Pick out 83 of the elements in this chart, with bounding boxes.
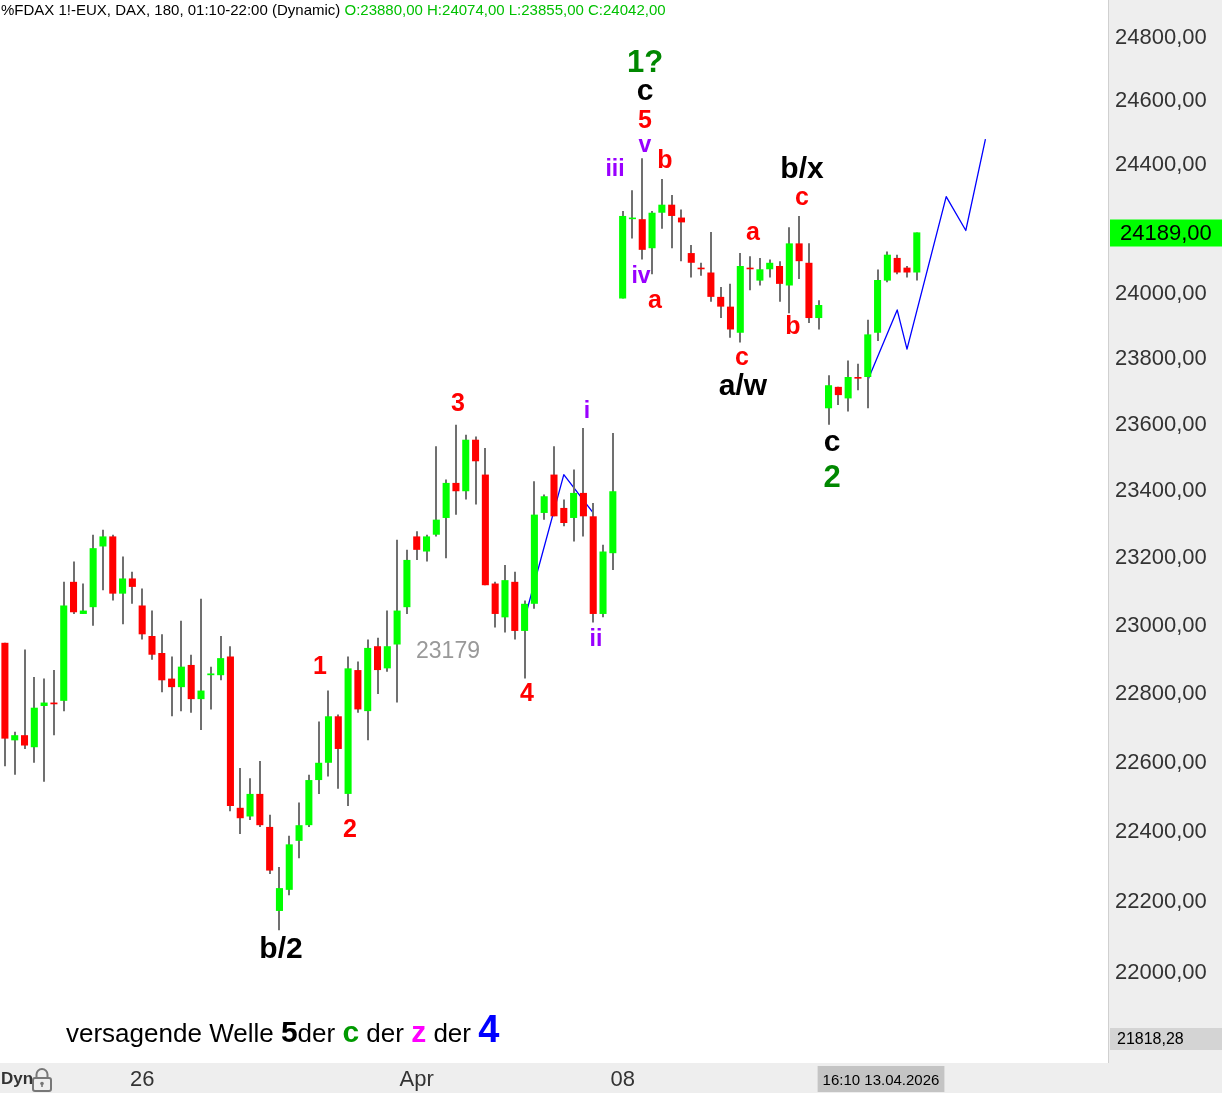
text: 16:10 13.04.2026 — [822, 1071, 940, 1089]
candlestick — [20, 648, 29, 750]
annotation: b — [785, 310, 801, 339]
y-tick-label: 22000,00 — [1115, 958, 1207, 984]
annotation: iii — [605, 155, 625, 182]
annotation: c — [735, 341, 750, 370]
candlestick — [99, 528, 107, 592]
candlestick — [579, 427, 587, 538]
candlestick — [717, 286, 725, 320]
candlestick — [560, 498, 568, 528]
x-tick-label: Apr — [399, 1066, 434, 1092]
candlestick — [275, 866, 283, 932]
y-tick-label: 23200,00 — [1115, 544, 1207, 570]
candlestick — [148, 609, 156, 661]
annotation: b — [657, 144, 673, 173]
candlestick — [236, 766, 244, 835]
candlestick — [452, 423, 460, 516]
candlestick — [795, 214, 803, 280]
annotation: ii — [589, 625, 603, 652]
y-tick-label: 22800,00 — [1115, 680, 1207, 706]
candlestick — [815, 299, 823, 331]
candlestick — [11, 730, 19, 776]
y-tick-label: 24000,00 — [1115, 279, 1207, 305]
y-tick-label: 22200,00 — [1115, 888, 1207, 914]
candlestick — [668, 194, 676, 250]
y-tick-label: 22600,00 — [1115, 748, 1207, 774]
candlestick — [540, 493, 548, 521]
text: 21818,28 — [1117, 1030, 1184, 1048]
candlestick — [197, 597, 205, 732]
text: 24189,00 — [1120, 220, 1212, 246]
annotation: 2 — [823, 458, 841, 494]
chart-title: %FDAX 1!-EUX, DAX, 180, 01:10-22:00 (Dynamic) — [1, 1, 341, 19]
candlestick — [383, 609, 391, 673]
candlestick — [432, 445, 440, 538]
candlestick — [246, 777, 254, 821]
candlestick — [658, 178, 666, 230]
annotation: 23179 — [416, 637, 480, 664]
candlestick — [207, 665, 215, 711]
annotation: a/w — [718, 368, 768, 402]
annotation: a — [746, 216, 762, 245]
y-tick-label: 23000,00 — [1115, 611, 1207, 637]
candlestick — [893, 253, 901, 276]
y-tick-label: 24800,00 — [1115, 23, 1207, 49]
candlestick — [756, 256, 764, 287]
y-tick-label: 24400,00 — [1115, 150, 1207, 176]
candlestick — [423, 533, 431, 563]
annotation: 3 — [451, 387, 465, 416]
annotation: 1 — [313, 650, 328, 679]
candlestick — [128, 570, 136, 605]
chart-subtitle: O:23880,00 H:24074,00 L:23855,00 C:24042,00 — [344, 1, 666, 19]
candlestick — [854, 362, 862, 392]
annotation: b/2 — [259, 931, 303, 965]
text: versagende Welle 5der c der z der 4 — [66, 1008, 500, 1050]
candlestick — [373, 636, 382, 695]
annotation: a — [648, 284, 664, 313]
x-tick-label: 08 — [610, 1066, 635, 1092]
candlestick — [295, 801, 303, 860]
candlestick — [168, 655, 176, 718]
y-tick-label: 24600,00 — [1115, 86, 1207, 112]
candlestick — [825, 374, 833, 426]
annotation: iv — [631, 262, 651, 289]
annotation: v — [638, 131, 652, 158]
y-tick-label: 23600,00 — [1115, 410, 1207, 436]
annotation: i — [583, 397, 591, 424]
annotation: 5 — [638, 104, 653, 133]
candlestick — [413, 530, 421, 561]
y-tick-label: 22400,00 — [1115, 818, 1207, 844]
candlestick — [844, 359, 852, 413]
candlestick — [217, 635, 225, 682]
text: Dyn — [1, 1068, 34, 1088]
candlestick — [687, 243, 695, 279]
candlestick — [726, 282, 735, 339]
annotation: 4 — [520, 677, 535, 706]
candlestick — [119, 555, 127, 626]
x-tick-label: 26 — [129, 1066, 155, 1092]
candlestick — [315, 720, 323, 795]
candlestick — [775, 260, 784, 303]
y-tick-label: 23400,00 — [1115, 477, 1207, 503]
y-tick-label: 23800,00 — [1115, 345, 1207, 370]
annotation: c — [823, 424, 841, 458]
candlestick — [177, 619, 185, 713]
annotation: 2 — [343, 813, 357, 842]
candlestick — [472, 435, 480, 506]
